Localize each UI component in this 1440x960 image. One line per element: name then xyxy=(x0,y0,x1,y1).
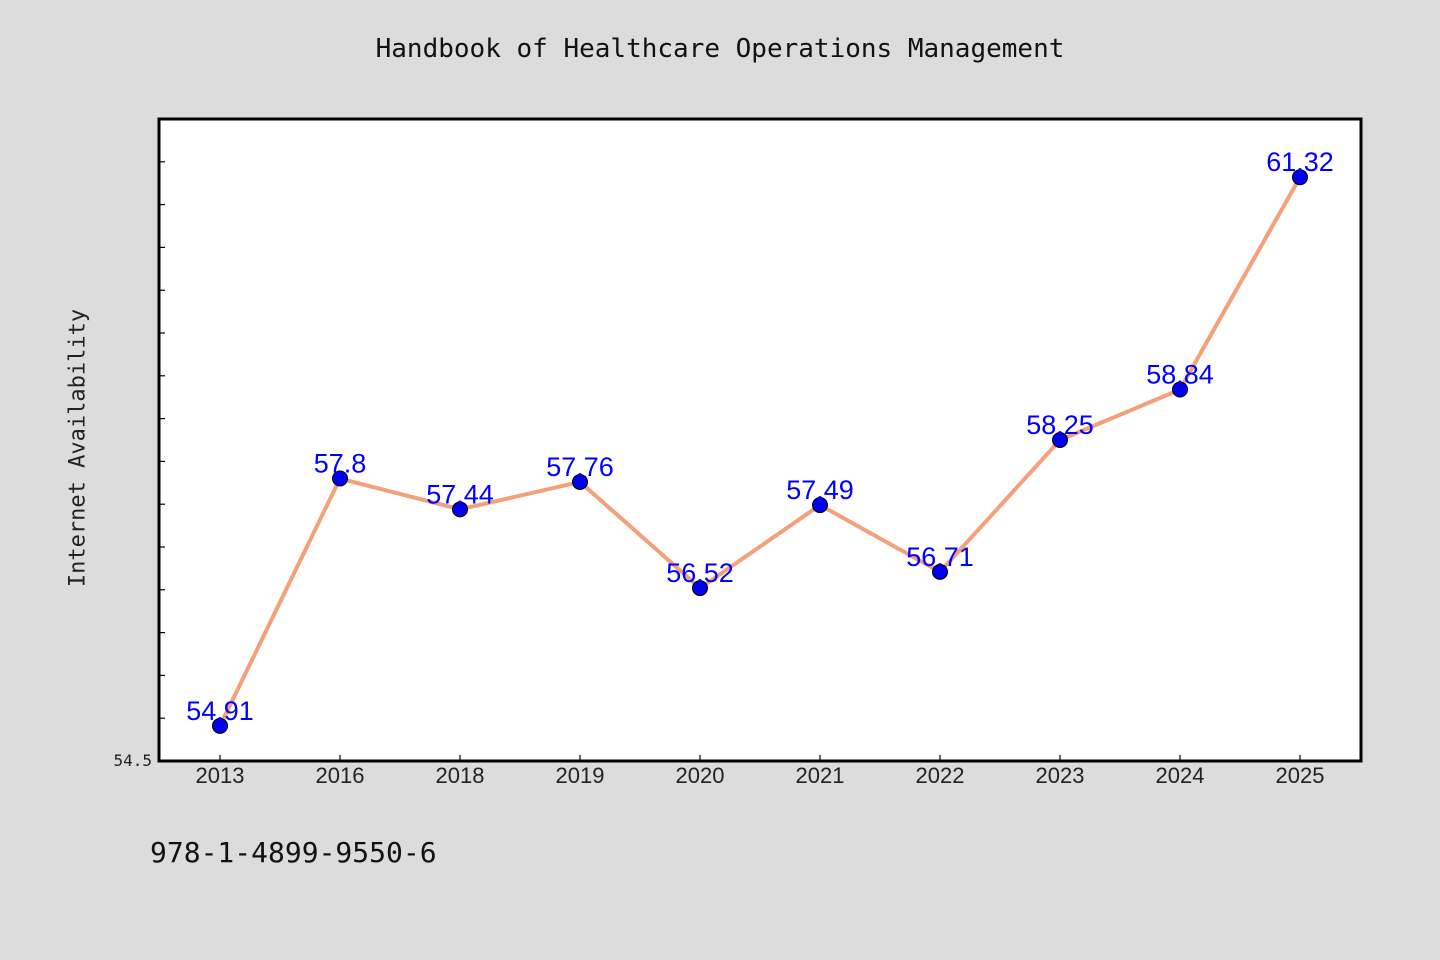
series-line xyxy=(218,176,1302,727)
data-point xyxy=(332,470,348,487)
x-tick-label: 2018 xyxy=(436,763,485,788)
y-tick-label: 54.5 xyxy=(113,751,152,770)
x-tick-label: 2019 xyxy=(556,763,605,788)
data-label: 56.52 xyxy=(666,558,734,588)
data-label: 58.84 xyxy=(1146,359,1214,389)
x-tick-label: 2013 xyxy=(196,763,245,788)
x-tick-label: 2016 xyxy=(316,763,365,788)
data-label: 57.76 xyxy=(546,452,614,482)
x-tick-label: 2022 xyxy=(916,763,965,788)
data-point xyxy=(1292,169,1308,186)
x-axis-ticks: 2013 2016 2018 2019 2020 2021 2022 2023 2024 2025 xyxy=(196,755,1325,788)
y-axis-ticks xyxy=(159,161,165,719)
data-point xyxy=(812,497,828,514)
data-label: 54.91 xyxy=(186,696,254,726)
data-label: 58.25 xyxy=(1026,410,1094,440)
x-tick-label: 2021 xyxy=(796,763,845,788)
x-tick-label: 2023 xyxy=(1036,763,1085,788)
data-label: 57.44 xyxy=(426,479,494,509)
x-tick-label: 2020 xyxy=(676,763,725,788)
x-tick-label: 2025 xyxy=(1276,763,1325,788)
data-point xyxy=(1052,432,1068,448)
x-tick-label: 2024 xyxy=(1156,763,1205,788)
data-point xyxy=(932,563,948,580)
data-markers xyxy=(212,169,1308,734)
data-point xyxy=(692,580,708,597)
data-label: 57.49 xyxy=(786,475,854,505)
data-label: 56.71 xyxy=(906,542,974,572)
data-label: 61.32 xyxy=(1266,147,1334,177)
data-labels: 54.91 57.8 57.44 57.76 56.52 57.49 56.71 58.25 5… xyxy=(186,147,1334,726)
data-point xyxy=(1172,381,1188,398)
data-point xyxy=(452,501,468,518)
isbn-text: 978-1-4899-9550-6 xyxy=(150,836,437,869)
chart-title: Handbook of Healthcare Operations Manage… xyxy=(375,34,1065,64)
data-point xyxy=(572,473,588,490)
data-label: 57.8 xyxy=(314,449,367,479)
plot-area xyxy=(157,117,1363,763)
data-point xyxy=(212,717,228,734)
